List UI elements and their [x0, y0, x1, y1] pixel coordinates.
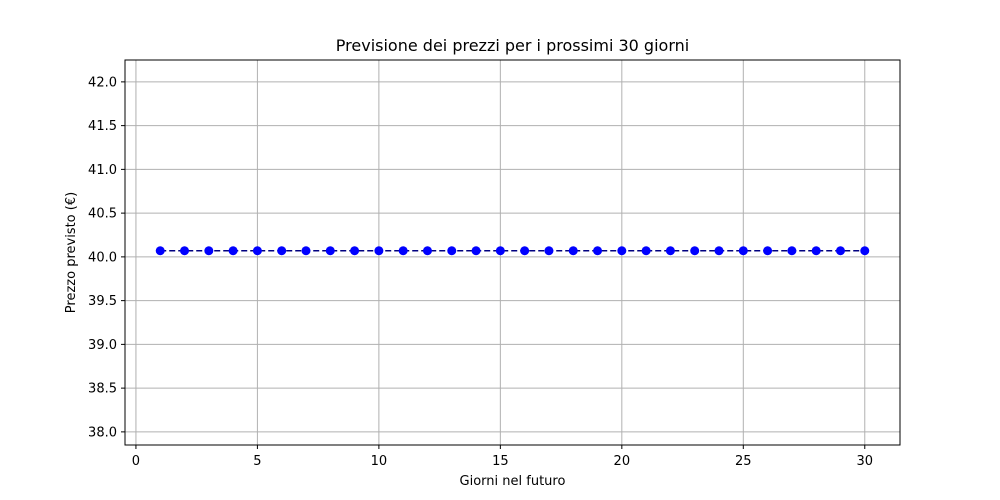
data-point — [860, 246, 870, 256]
data-point — [374, 246, 384, 256]
data-point — [447, 246, 457, 256]
y-tick-label: 39.0 — [88, 338, 117, 353]
data-point — [690, 246, 700, 256]
data-point — [593, 246, 603, 256]
plot-frame — [124, 59, 901, 446]
data-point — [228, 246, 238, 256]
data-point — [495, 246, 505, 256]
data-point — [738, 246, 748, 256]
data-point — [277, 246, 287, 256]
data-point — [252, 246, 262, 256]
data-point — [544, 246, 554, 256]
data-point — [325, 246, 335, 256]
y-tick-label: 40.5 — [88, 207, 117, 222]
chart-title: Previsione dei prezzi per i prossimi 30 … — [336, 36, 689, 55]
data-point — [520, 246, 530, 256]
data-point — [155, 246, 165, 256]
y-tick-label: 41.0 — [88, 163, 117, 178]
x-tick-label: 25 — [735, 454, 752, 469]
data-point — [811, 246, 821, 256]
data-point — [835, 246, 845, 256]
y-axis-label: Prezzo previsto (€) — [64, 192, 79, 313]
data-point — [714, 246, 724, 256]
series — [155, 246, 870, 256]
data-point — [471, 246, 481, 256]
data-point — [301, 246, 311, 256]
y-tick-label: 39.5 — [88, 294, 117, 309]
x-axis-label: Giorni nel futuro — [460, 474, 566, 489]
x-axis-ticks: 0 5 10 15 20 25 30 — [132, 445, 873, 469]
data-point — [398, 246, 408, 256]
data-point — [422, 246, 432, 256]
x-tick-label: 30 — [856, 454, 873, 469]
y-axis-ticks: 38.0 38.5 39.0 39.5 40.0 40.5 41.0 41.5 42.0 — [88, 75, 125, 440]
x-tick-label: 0 — [132, 454, 140, 469]
data-point — [180, 246, 190, 256]
x-tick-label: 10 — [371, 454, 388, 469]
y-tick-label: 38.5 — [88, 382, 117, 397]
x-tick-label: 15 — [492, 454, 509, 469]
y-tick-label: 42.0 — [88, 75, 117, 90]
y-tick-label: 40.0 — [88, 250, 117, 265]
data-point — [787, 246, 797, 256]
x-tick-label: 5 — [253, 454, 261, 469]
y-tick-label: 38.0 — [88, 425, 117, 440]
data-point — [617, 246, 627, 256]
data-point — [568, 246, 578, 256]
data-point — [204, 246, 214, 256]
grid — [125, 60, 900, 445]
data-point — [763, 246, 773, 256]
data-point — [665, 246, 675, 256]
x-tick-label: 20 — [614, 454, 631, 469]
data-point — [641, 246, 651, 256]
data-point — [350, 246, 360, 256]
y-tick-label: 41.5 — [88, 119, 117, 134]
